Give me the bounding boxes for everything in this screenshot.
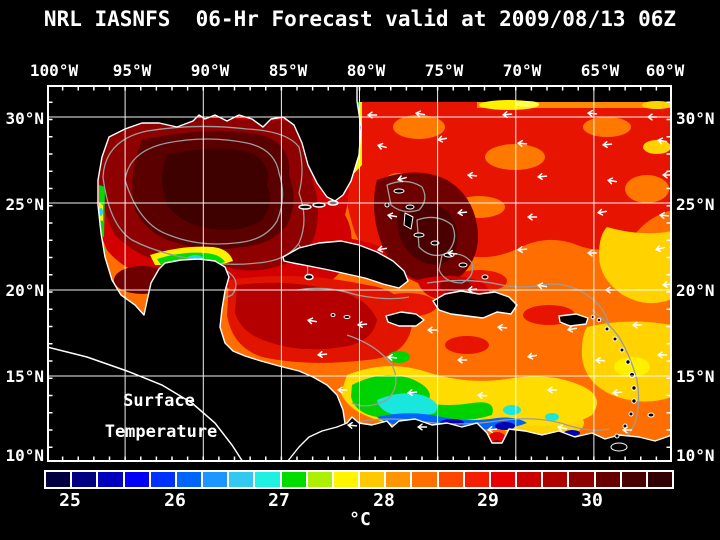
colorbar [44,470,674,489]
minor-ticks [47,85,672,462]
sst-map: Surface Temperature [47,85,672,462]
lon-tick-label: 100°W [29,61,79,80]
lon-tick-label: 60°W [645,61,685,80]
colorbar-tick-label: 27 [268,490,290,511]
jamaica [385,311,425,327]
colorbar-cell [543,472,568,487]
graticule-layer [47,85,672,462]
lat-tick-label: 20°N [676,281,715,300]
overlay-label-line2: Temperature [105,422,218,442]
puerto-rico [558,313,589,327]
colorbar-cell [438,472,463,487]
colorbar-tick-label: 25 [59,490,81,511]
lat-tick-label: 30°N [676,109,715,128]
colorbar-cell [333,472,359,487]
cuba [282,240,409,289]
colorbar-cell [412,472,437,487]
colorbar-cell [46,472,71,487]
colorbar-cell [72,472,97,487]
colorbar-cell [229,472,254,487]
lat-tick-label: 10°N [5,446,44,465]
south-america-coast [286,416,672,462]
colorbar-cell [386,472,411,487]
colorbar-tick-label: 30 [581,490,603,511]
colorbar-cell [307,472,332,487]
colorbar-tick-label: 26 [164,490,186,511]
colorbar-cell [621,472,646,487]
colorbar-tick-label: 28 [373,490,395,511]
colorbar-cell [203,472,228,487]
lon-tick-label: 90°W [190,61,230,80]
lon-tick-label: 75°W [424,61,464,80]
colorbar-cell [647,472,673,487]
map-overlay-label: Surface Temperature [105,391,218,442]
colorbar-cell [490,472,516,487]
colorbar-tick-label: 29 [477,490,499,511]
colorbar-cell [517,472,542,487]
lat-tick-label: 25°N [676,195,715,214]
lesser-antilles [590,314,655,452]
lon-tick-label: 85°W [268,61,308,80]
lat-tick-label: 30°N [5,109,44,128]
colorbar-cell [595,472,620,487]
lon-tick-label: 70°W [502,61,542,80]
lon-tick-label: 95°W [112,61,152,80]
lon-tick-label: 80°W [346,61,386,80]
hispaniola [432,290,518,319]
map-frame [47,85,672,462]
lat-tick-label: 20°N [5,281,44,300]
page-title: NRL IASNFS 06-Hr Forecast valid at 2009/… [43,7,677,31]
lat-tick-label: 15°N [676,367,715,386]
lat-tick-label: 15°N [5,367,44,386]
lon-tick-label: 65°W [580,61,620,80]
colorbar-cell [360,472,385,487]
lat-tick-label: 25°N [5,195,44,214]
colorbar-cell [255,472,280,487]
colorbar-unit-label: °C [349,509,371,530]
colorbar-cell [569,472,594,487]
colorbar-cell [124,472,149,487]
lat-tick-label: 10°N [676,446,715,465]
overlay-label-line1: Surface [123,391,195,411]
colorbar-cell [98,472,123,487]
colorbar-cell [150,472,175,487]
colorbar-cell [176,472,202,487]
pacific-coastline [47,346,244,462]
colorbar-cell [281,472,306,487]
colorbar-cell [464,472,489,487]
